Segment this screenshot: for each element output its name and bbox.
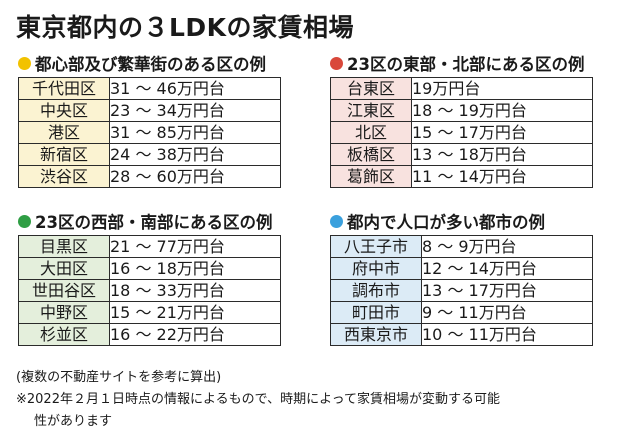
table-row: 府中市 12 〜 14万円台 [330,257,593,280]
footnotes: (複数の不動産サイトを参考に算出) ※2022年２月１日時点の情報によるもので、… [16,367,500,433]
rent-value: 31 〜 46万円台 [109,77,281,100]
rent-value: 8 〜 9万円台 [421,235,593,258]
rent-value: 13 〜 18万円台 [411,143,593,166]
rent-value: 23 〜 34万円台 [109,99,281,122]
table-row: 目黒区 21 〜 77万円台 [18,235,281,258]
section-heading-label: 都心部及び繁華街のある区の例 [35,55,266,74]
disclaimer-note: ※2022年２月１日時点の情報によるもので、時期によって家賃相場が変動する可能 [16,392,501,407]
table-row: 江東区 18 〜 19万円台 [330,99,593,122]
section-heading-label: 23区の東部・北部にある区の例 [347,55,585,74]
section-central-wards: 都心部及び繁華街のある区の例 千代田区 31 〜 46万円台 中央区 23 〜 … [18,50,281,188]
area-name: 八王子市 [330,235,422,258]
section-heading-label: 都内で人口が多い都市の例 [347,213,545,232]
area-name: 大田区 [18,257,110,280]
area-name: 港区 [18,121,110,144]
table-row: 板橋区 13 〜 18万円台 [330,143,593,166]
table-row: 北区 15 〜 17万円台 [330,121,593,144]
table-row: 新宿区 24 〜 38万円台 [18,143,281,166]
table-row: 港区 31 〜 85万円台 [18,121,281,144]
section-heading: 23区の西部・南部にある区の例 [18,208,281,234]
area-name: 葛飾区 [330,165,412,188]
rent-value: 28 〜 60万円台 [109,165,281,188]
table-row: 世田谷区 18 〜 33万円台 [18,279,281,302]
area-name: 杉並区 [18,323,110,346]
disclaimer-note-continued: 性があります [34,414,113,429]
area-name: 渋谷区 [18,165,110,188]
table-row: 杉並区 16 〜 22万円台 [18,323,281,346]
area-name: 町田市 [330,301,422,324]
area-name: 目黒区 [18,235,110,258]
section-west-south-wards: 23区の西部・南部にある区の例 目黒区 21 〜 77万円台 大田区 16 〜 … [18,208,281,346]
table-row: 葛飾区 11 〜 14万円台 [330,165,593,188]
red-dot-icon [330,56,343,70]
yellow-dot-icon [18,56,31,70]
table-row: 西東京市 10 〜 11万円台 [330,323,593,346]
area-name: 江東区 [330,99,412,122]
rent-value: 16 〜 22万円台 [109,323,281,346]
table-row: 調布市 13 〜 17万円台 [330,279,593,302]
rent-value: 10 〜 11万円台 [421,323,593,346]
area-name: 調布市 [330,279,422,302]
section-heading: 都内で人口が多い都市の例 [330,208,593,234]
area-name: 千代田区 [18,77,110,100]
green-dot-icon [18,214,31,228]
area-name: 台東区 [330,77,412,100]
rent-value: 19万円台 [411,77,593,100]
area-name: 西東京市 [330,323,422,346]
area-name: 世田谷区 [18,279,110,302]
rent-value: 18 〜 19万円台 [411,99,593,122]
section-heading-label: 23区の西部・南部にある区の例 [35,213,273,232]
area-name: 中野区 [18,301,110,324]
area-name: 新宿区 [18,143,110,166]
rent-value: 21 〜 77万円台 [109,235,281,258]
rent-value: 12 〜 14万円台 [421,257,593,280]
rent-value: 16 〜 18万円台 [109,257,281,280]
table-row: 渋谷区 28 〜 60万円台 [18,165,281,188]
table-row: 中野区 15 〜 21万円台 [18,301,281,324]
area-name: 北区 [330,121,412,144]
area-name: 中央区 [18,99,110,122]
rent-table: 千代田区 31 〜 46万円台 中央区 23 〜 34万円台 港区 31 〜 8… [18,77,281,188]
area-name: 板橋区 [330,143,412,166]
table-row: 中央区 23 〜 34万円台 [18,99,281,122]
blue-dot-icon [330,214,343,228]
rent-value: 24 〜 38万円台 [109,143,281,166]
rent-value: 13 〜 17万円台 [421,279,593,302]
rent-value: 31 〜 85万円台 [109,121,281,144]
rent-value: 15 〜 21万円台 [109,301,281,324]
rent-table: 台東区 19万円台 江東区 18 〜 19万円台 北区 15 〜 17万円台 板… [330,77,593,188]
rent-value: 15 〜 17万円台 [411,121,593,144]
rent-value: 9 〜 11万円台 [421,301,593,324]
table-row: 千代田区 31 〜 46万円台 [18,77,281,100]
section-heading: 都心部及び繁華街のある区の例 [18,50,281,76]
table-row: 町田市 9 〜 11万円台 [330,301,593,324]
source-note: (複数の不動産サイトを参考に算出) [16,370,222,385]
section-heading: 23区の東部・北部にある区の例 [330,50,593,76]
area-name: 府中市 [330,257,422,280]
rent-value: 11 〜 14万円台 [411,165,593,188]
section-east-north-wards: 23区の東部・北部にある区の例 台東区 19万円台 江東区 18 〜 19万円台… [330,50,593,188]
section-populous-cities: 都内で人口が多い都市の例 八王子市 8 〜 9万円台 府中市 12 〜 14万円… [330,208,593,346]
table-row: 台東区 19万円台 [330,77,593,100]
table-row: 八王子市 8 〜 9万円台 [330,235,593,258]
table-row: 大田区 16 〜 18万円台 [18,257,281,280]
rent-table: 八王子市 8 〜 9万円台 府中市 12 〜 14万円台 調布市 13 〜 17… [330,235,593,346]
rent-value: 18 〜 33万円台 [109,279,281,302]
page-title: 東京都内の３LDKの家賃相場 [16,13,355,42]
rent-table: 目黒区 21 〜 77万円台 大田区 16 〜 18万円台 世田谷区 18 〜 … [18,235,281,346]
